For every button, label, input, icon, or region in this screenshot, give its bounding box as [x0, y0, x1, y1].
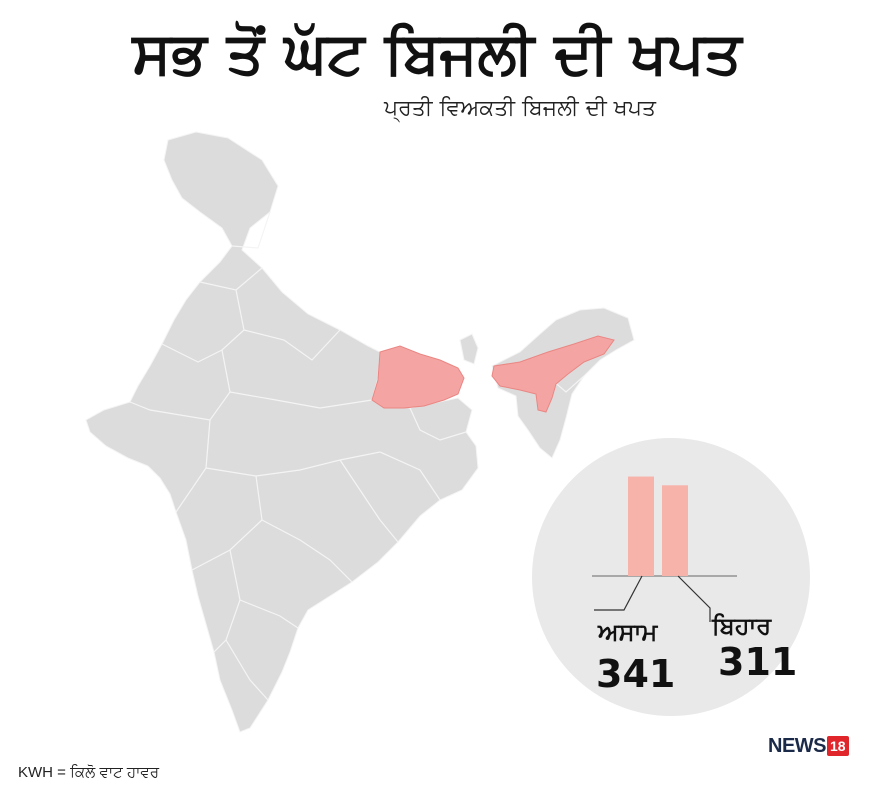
state-border-line [213, 549, 241, 653]
leader-line-bihar [677, 575, 711, 622]
bar-chart [592, 476, 737, 622]
state-border-line [225, 639, 269, 701]
assam-label: ਅਸਾਮ [598, 618, 658, 646]
sikkim-area-shape [459, 333, 479, 365]
state-border-line [243, 329, 341, 361]
page-subtitle: ਪ੍ਰਤੀ ਵਿਅਕਤੀ ਬਿਜਲੀ ਦੀ ਖਪਤ [383, 96, 657, 121]
leader-line-assam [594, 575, 643, 611]
page-title: ਸਭ ਤੋਂ ਘੱਟ ਬਿਜਲੀ ਦੀ ਖਪਤ [132, 19, 742, 87]
news18-logo: NEWS 18 [768, 733, 849, 759]
highlighted-states [371, 335, 615, 413]
unit-footnote: KWH = ਕਿਲੋ ਵਾਟ ਹਾਵਰ [18, 764, 160, 781]
india-mainland-shape [85, 131, 479, 733]
state-border-line [231, 211, 271, 249]
state-border-line [239, 599, 299, 629]
state-border-line [261, 519, 353, 583]
state-border-line [229, 391, 373, 409]
logo-number: 18 [827, 736, 849, 756]
bar-assam [628, 476, 654, 576]
state-border-line [409, 407, 467, 441]
assam-state-shape [491, 335, 615, 413]
bihar-label: ਬਿਹਾਰ [712, 612, 772, 640]
state-border-line [191, 475, 263, 571]
chart-background-circle [532, 438, 810, 716]
bar-bihar [662, 485, 688, 576]
bihar-value: 311 [718, 640, 798, 684]
state-borders [129, 211, 585, 701]
bihar-state-shape [371, 345, 465, 409]
logo-text: NEWS [768, 734, 827, 757]
assam-value: 341 [596, 652, 676, 696]
state-border-line [339, 459, 399, 543]
